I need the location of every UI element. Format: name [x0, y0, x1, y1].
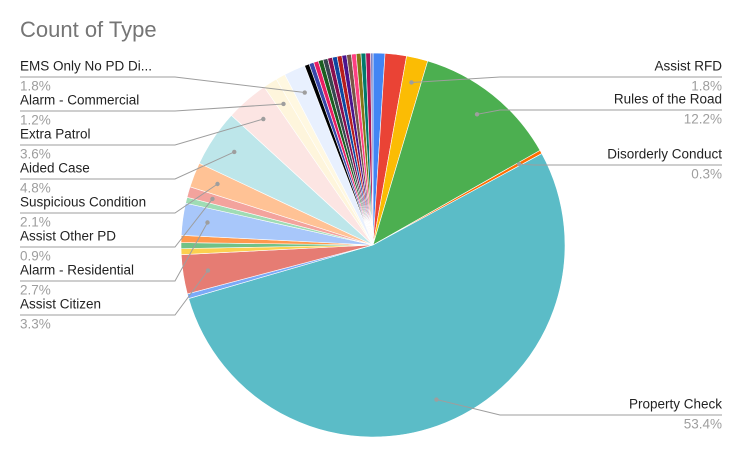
leader-line: [20, 222, 208, 282]
leader-line: [476, 109, 722, 115]
leader-dot: [302, 90, 307, 95]
slice-label: Assist Other PD: [20, 229, 116, 244]
chart-title: Count of Type: [20, 17, 157, 42]
slice-percent: 1.2%: [20, 113, 51, 128]
slice-percent: 2.1%: [20, 215, 51, 230]
leader-line: [20, 270, 209, 316]
leader-line: [519, 163, 722, 166]
pie: [180, 52, 566, 438]
slice-percent: 0.3%: [691, 167, 722, 182]
leader-line: [20, 198, 213, 248]
slice-percent: 1.8%: [691, 79, 722, 94]
slice-percent: 3.6%: [20, 147, 51, 162]
slice-label: Aided Case: [20, 161, 90, 176]
leader-dot: [261, 116, 266, 122]
leader-line: [20, 76, 305, 94]
slice-label: Suspicious Condition: [20, 195, 146, 210]
leader-dot: [205, 220, 210, 225]
slice-percent: 0.9%: [20, 249, 51, 264]
slice-percent: 53.4%: [684, 417, 722, 432]
leader-dot: [210, 196, 215, 202]
slice-percent: 12.2%: [684, 112, 722, 127]
leader-dot: [205, 268, 211, 273]
pie-slice: [372, 60, 541, 246]
slice-label: Extra Patrol: [20, 127, 91, 142]
leader-dot: [232, 149, 237, 155]
slice-label: EMS Only No PD Di...: [20, 59, 152, 74]
slice-label: Assist RFD: [655, 59, 723, 74]
slice-label: Alarm - Residential: [20, 263, 134, 278]
slice-label: Disorderly Conduct: [607, 147, 722, 162]
leader-line: [436, 399, 722, 416]
leader-dot: [215, 181, 220, 187]
pie-slice: [188, 153, 566, 438]
leader-line: [411, 76, 722, 83]
slice-label: Assist Citizen: [20, 297, 101, 312]
leader-dot: [434, 397, 439, 402]
leader-dot: [516, 161, 522, 167]
pie-slice: [370, 52, 374, 246]
leader-dot: [281, 101, 286, 107]
leader-line: [20, 183, 218, 214]
leader-line: [20, 151, 235, 180]
leader-dot: [409, 80, 414, 85]
slice-percent: 1.8%: [20, 79, 51, 94]
leader-dot: [474, 112, 480, 117]
leader-line: [20, 103, 284, 112]
slice-label: Alarm - Commercial: [20, 93, 139, 108]
slice-label: Rules of the Road: [614, 92, 722, 107]
slice-percent: 2.7%: [20, 283, 51, 298]
leader-line: [20, 118, 264, 146]
slice-percent: 3.3%: [20, 317, 51, 332]
slice-percent: 4.8%: [20, 181, 51, 196]
slice-label: Property Check: [629, 397, 722, 412]
